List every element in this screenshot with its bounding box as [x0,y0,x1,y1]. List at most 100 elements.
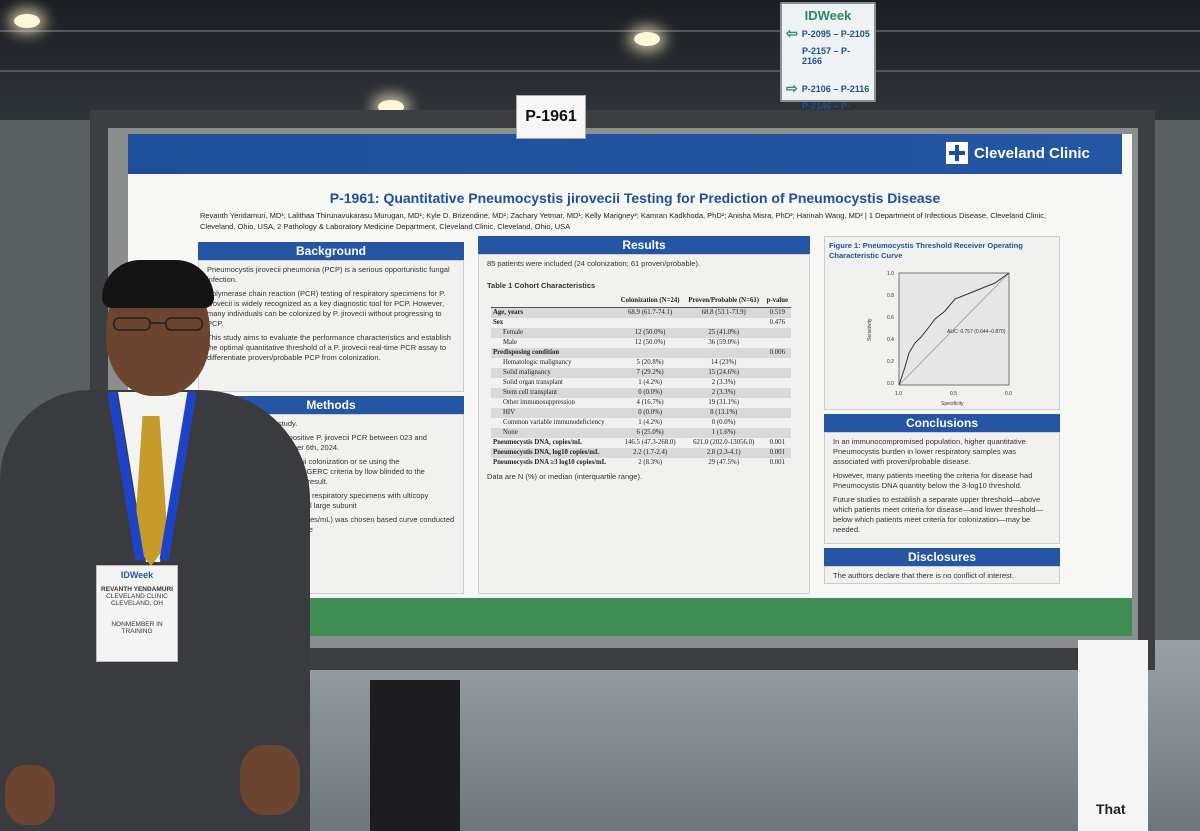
x-axis-label: Specificity [941,401,964,407]
banner-text: That [1096,801,1126,817]
left-column: Background Pneumocystis jirovecii pneumo… [198,242,464,597]
table-row: Sex 0.476 [491,318,791,328]
table-header [491,295,617,308]
ceiling-light [634,32,660,46]
results-panel: 85 patients were included (24 colonizati… [478,254,810,594]
badge-name: REVANTH YENDAMURI [101,586,173,593]
table-cell: 29 (47.5%) [708,459,739,466]
background-text: Polymerase chain reaction (PCR) testing … [207,289,446,328]
table-row: Common variable immunodeficiency 1 (4.2%)… [491,418,791,428]
table-cell [763,328,791,338]
table-cell: 0 (0.0%) [616,408,684,418]
ceiling-light [14,14,40,28]
x-tick-label: 0.0 [1005,391,1012,397]
table-row: None 6 (25.0%) 1 (1.6%) [491,428,791,438]
table-cell: Pneumocystis DNA, log10 copies/mL [491,448,617,458]
sign-row: ⇨ P-2106 – P-2116 [782,78,874,99]
table-cell: 0.001 [763,448,791,458]
table-row: Hematologic malignancy 5 (20.8%) 14 (23%) [491,358,791,368]
table-row: Male 12 (50.0%) 36 (59.0%) [491,338,791,348]
table-cell: Solid malignancy [491,368,617,378]
table-cell: 12 (50.0%) [634,339,666,346]
table-cell: Stem cell transplant [491,388,617,398]
table-cell: Female [491,328,617,338]
table-cell: 0 (0.0%) [616,388,684,398]
table-cell: 2.8 (2.3-4.1) [683,448,764,458]
table-cell: 25 (41.0%) [683,328,764,338]
background-panel: Pneumocystis jirovecii pneumonia (PCP) i… [198,260,464,392]
y-tick-label: 0.4 [887,337,894,343]
cleveland-clinic-logo: Cleveland Clinic [946,142,1090,164]
table-cell [763,368,791,378]
presenter-hair [102,260,214,308]
presenter-hand [240,745,300,815]
cohort-table: Colonization (N=24) Proven/Probable (N=6… [491,295,791,468]
poster-title: P-1961: Quantitative Pneumocystis jirove… [329,190,941,206]
results-heading: Results [478,236,810,254]
x-tick-label: 0.5 [950,391,957,397]
conference-badge: IDWeek REVANTH YENDAMURI CLEVELAND CLINI… [96,565,178,662]
background-heading: Background [198,242,464,260]
table-header: Proven/Probable (N=61) [683,295,764,308]
methods-text: ort study. [267,419,298,428]
badge-role: NONMEMBER IN TRAINING [111,621,163,635]
table-row: Predisposing condition 0.006 [491,348,791,358]
table-cell: Solid organ transplant [503,379,563,386]
table-cell: 15 (24.6%) [683,368,764,378]
table-cell: Sex [493,319,504,326]
table-row: Solid organ transplant 1 (4.2%) 2 (3.3%) [491,378,791,388]
badge-org: CLEVELAND CLINIC [106,593,168,600]
table-cell: 0.476 [769,319,785,326]
methods-heading: Methods [198,396,464,414]
results-intro: 85 patients were included (24 colonizati… [487,259,701,268]
brand-name: Cleveland Clinic [974,144,1090,162]
sign-row: P-2157 – P-2166 [782,44,874,68]
table-cell: 2 (3.3%) [711,379,736,386]
table-cell [683,348,764,358]
table-cell: Hematologic malignancy [503,359,572,366]
table-cell: 68.8 (53.1-73.9) [683,307,764,318]
table-cell: Predisposing condition [491,348,617,358]
poster-footer-band [300,598,1132,636]
table-cell: 2 (8.3%) [638,459,663,466]
methods-text: ned on lower respiratory specimens with … [267,491,429,510]
table-cell [764,358,791,368]
table-cell: 68.9 (61.7-74.1) [616,307,684,318]
table-cell [684,318,764,328]
table-cell [763,388,791,398]
table-cell: 2.2 (1.7-2.4) [616,448,684,458]
table-cell: 1 (4.2%) [638,379,663,386]
sign-range: P-2095 – P-2105 [801,28,870,39]
badge-lanyard [107,392,197,561]
sign-range: P-2106 – P-2116 [801,83,870,94]
y-axis-label: Sensitivity [867,318,873,341]
table-cell [764,378,791,388]
truss-beam [0,70,1200,72]
table-cell [763,428,791,438]
disclosure-text: The authors declare that there is no con… [833,571,1014,580]
table-cell: HIV [491,408,617,418]
table-row: Stem cell transplant 0 (0.0%) 2 (3.3%) [491,388,791,398]
table-row: Age, years 68.9 (61.7-74.1) 68.8 (53.1-73.… [491,307,791,318]
table-cell: 14 (23%) [710,359,737,366]
table-cell: 4 (16.7%) [636,399,664,406]
table-cell: 0.001 [769,439,785,446]
presenter-hand [5,765,55,825]
direction-sign: IDWeek ⇦ P-2095 – P-2105 P-2157 – P-2166 … [780,2,876,121]
table-row: Pneumocystis DNA, log10 copies/mL 2.2 (1.… [491,448,791,458]
conclusion-text: However, many patients meeting the crite… [833,471,1033,490]
y-tick-label: 0.2 [887,359,894,365]
table-title: Table 1 Cohort Characteristics [487,281,596,290]
table-cell: 621.0 (202.0-13056.0) [693,439,755,446]
convention-ceiling [0,0,1200,120]
sign-range: P-2157 – P-2166 [802,46,851,66]
table-row: Pneumocystis DNA ≥3 log10 copies/mL 2 (8.… [491,458,791,468]
table-cell: Common variable immunodeficiency [503,419,605,426]
conclusion-text: Future studies to establish a separate u… [833,495,1044,534]
table-row: Female 12 (50.0%) 25 (41.0%) [491,328,791,338]
poster-authors: Revanth Yendamuri, MD¹; Lalithaa Thiruna… [200,211,1047,231]
table-cell: 12 (50.0%) [616,328,684,338]
table-cell: 0.519 [763,307,791,318]
exhibit-banner: That [1078,640,1148,831]
table-cell [764,418,791,428]
